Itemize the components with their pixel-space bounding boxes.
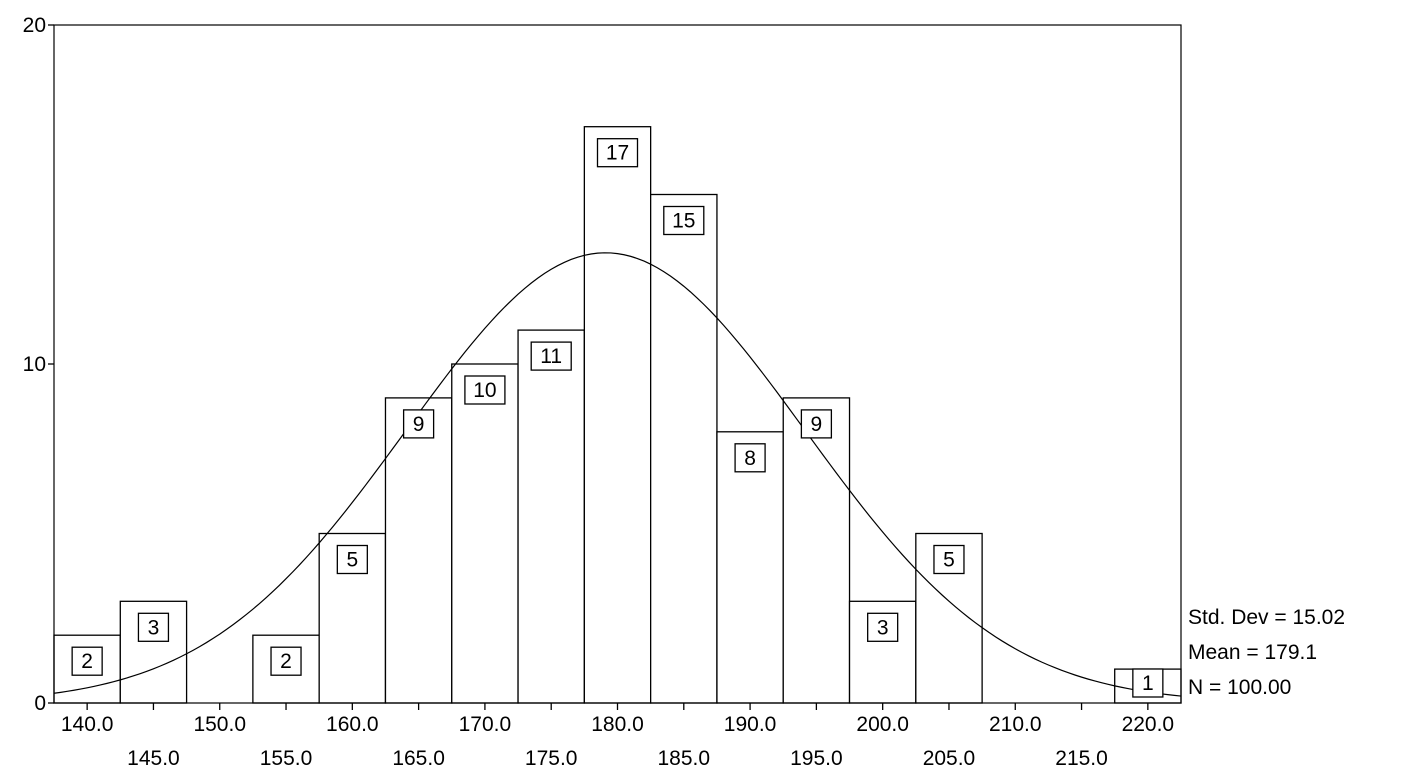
y-tick-label: 20 <box>23 14 46 37</box>
y-tick-label: 10 <box>23 353 46 376</box>
histogram-bar <box>649 193 718 704</box>
x-tick-label: 210.0 <box>989 713 1042 736</box>
axes: 0 10 20 140.0 150.0 160.0 170.0 180.0 190.0 200.0… <box>23 14 1174 770</box>
x-tick-label: 190.0 <box>724 713 777 736</box>
bar-label: 5 <box>346 549 358 572</box>
bar-label-box <box>530 341 572 371</box>
histogram-bar <box>782 397 851 704</box>
bar-label-box <box>1132 668 1164 698</box>
x-tick-label: 155.0 <box>260 747 313 770</box>
x-tick-label: 175.0 <box>525 747 578 770</box>
x-tick-label: 185.0 <box>658 747 711 770</box>
bar-label: 3 <box>877 616 889 639</box>
x-tick-label: 195.0 <box>790 747 843 770</box>
bar-label: 2 <box>81 650 93 673</box>
x-tick-label: 180.0 <box>591 713 644 736</box>
histogram-bar <box>583 126 652 704</box>
bar-label: 9 <box>413 413 425 436</box>
x-tick-label: 200.0 <box>856 713 909 736</box>
bar-label: 15 <box>672 210 695 233</box>
bar-label: 2 <box>280 650 292 673</box>
x-tick-label: 150.0 <box>193 713 246 736</box>
x-tick-label: 140.0 <box>61 713 114 736</box>
x-tick-label: 205.0 <box>923 747 976 770</box>
bar-label-box <box>734 443 766 473</box>
std-dev-label: Std. Dev = 15.02 <box>1188 606 1346 629</box>
bar-label-box <box>933 544 965 575</box>
bar-label-box <box>137 612 170 642</box>
histogram-bar <box>716 431 784 704</box>
y-tick-label: 0 <box>34 692 46 715</box>
bar-label: 8 <box>744 447 756 470</box>
bar-label-box <box>596 138 639 168</box>
bar-label-box <box>867 612 899 642</box>
bar-label-box <box>71 646 103 676</box>
statistics-legend: Std. Dev = 15.02 Mean = 179.1 N = 100.00 <box>1188 600 1345 705</box>
bar-label-box <box>800 409 833 439</box>
bar-label: 5 <box>943 549 955 572</box>
bar-label: 3 <box>148 616 160 639</box>
bar-label: 9 <box>811 413 823 436</box>
x-tick-label: 215.0 <box>1055 747 1108 770</box>
bar-label-box <box>663 205 705 236</box>
bar-label: 1 <box>1142 672 1154 695</box>
bar-label-box <box>464 375 506 405</box>
histogram-bar <box>517 329 586 704</box>
n-label: N = 100.00 <box>1188 676 1292 699</box>
bar-label: 10 <box>473 379 496 402</box>
bar-label: 17 <box>606 142 629 165</box>
bar-count-labels: 2 3 2 5 9 10 11 17 15 8 9 3 5 1 <box>71 138 1164 698</box>
x-tick-label: 170.0 <box>459 713 512 736</box>
histogram-bar <box>384 397 453 704</box>
bar-label: 11 <box>540 345 562 368</box>
bar-label-box <box>336 544 368 575</box>
bar-label-box <box>270 646 302 676</box>
normal-curve <box>53 252 1182 697</box>
x-tick-label: 165.0 <box>392 747 445 770</box>
x-tick-label: 160.0 <box>326 713 379 736</box>
mean-label: Mean = 179.1 <box>1188 641 1318 664</box>
x-tick-label: 145.0 <box>127 747 180 770</box>
histogram-bars <box>53 126 1182 704</box>
bar-label-box <box>402 409 435 439</box>
x-tick-label: 220.0 <box>1122 713 1175 736</box>
histogram-bar <box>451 363 519 704</box>
